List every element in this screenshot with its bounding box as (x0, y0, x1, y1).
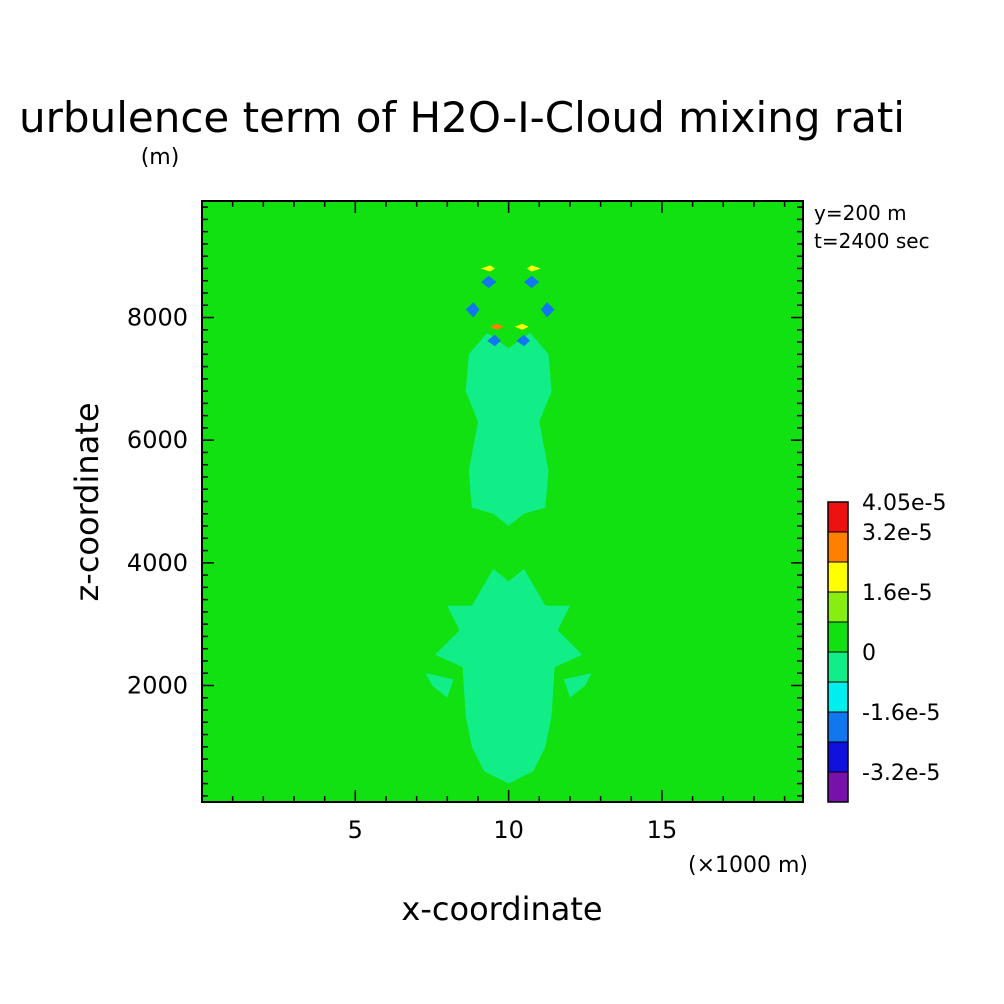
x-axis-label: x-coordinate (401, 890, 602, 928)
colorbar-swatch (828, 772, 848, 802)
info-line-y: y=200 m (814, 201, 907, 225)
y-tick-label: 2000 (127, 671, 188, 699)
colorbar-swatch (828, 652, 848, 682)
y-axis-label: z-coordinate (68, 402, 106, 601)
colorbar-label: 4.05e-5 (862, 491, 946, 516)
colorbar-swatch (828, 592, 848, 622)
contour-upper-cell-right-warm (527, 265, 541, 272)
colorbar-swatch (828, 622, 848, 652)
y-tick-label: 4000 (127, 549, 188, 577)
contour-low-cell-right-cold (516, 334, 531, 347)
colorbar-label: 0 (862, 641, 876, 666)
y-tick-label: 8000 (127, 304, 188, 332)
colorbar-swatch (828, 562, 848, 592)
colorbar-frame (827, 501, 849, 803)
colorbar-label: 3.2e-5 (862, 521, 932, 546)
contour-mid-cell-left-cold (465, 302, 480, 318)
colorbar-label: -3.2e-5 (862, 761, 940, 786)
x-tick-labels: 5 10 15 (348, 816, 678, 844)
plot-frame (201, 200, 804, 803)
colorbar-swatch (828, 532, 848, 562)
y-tick-labels: 2000 4000 6000 8000 (127, 304, 188, 700)
contour-low-cell-left-warm (490, 323, 504, 330)
contour-upper-cell-left-warm (481, 265, 495, 272)
contour-low-cell-right-warm (514, 323, 529, 330)
x-tick-label: 5 (348, 816, 363, 844)
colorbar-swatch (828, 712, 848, 742)
x-tick-label: 10 (493, 816, 524, 844)
contour-lower-plume (435, 569, 583, 784)
contour-mid-cell-right-cold (540, 302, 555, 318)
contour-upper-plume (465, 332, 552, 526)
contour-right-side-lobe (563, 673, 592, 698)
contour-upper-cell-right-cold (524, 275, 540, 289)
chart-title: urbulence term of H2O-I-Cloud mixing rat… (19, 93, 905, 142)
x-tick-label: 15 (647, 816, 678, 844)
colorbar-label: 1.6e-5 (862, 581, 932, 606)
y-tick-label: 6000 (127, 426, 188, 454)
colorbar-label: -1.6e-5 (862, 701, 940, 726)
colorbar-swatch (828, 742, 848, 772)
colorbar-swatch (828, 502, 848, 532)
contour-low-cell-left-cold (487, 334, 501, 347)
contour-left-side-lobe (425, 673, 454, 698)
colorbar-swatch (828, 682, 848, 712)
contour-upper-cell-left-cold (481, 275, 497, 289)
title-units: (m) (141, 145, 180, 170)
x-units: (×1000 m) (688, 853, 808, 878)
contour-features (425, 265, 592, 784)
colorbar: 4.05e-5 3.2e-5 1.6e-5 0 -1.6e-5 -3.2e-5 (827, 491, 946, 803)
info-line-t: t=2400 sec (814, 229, 930, 253)
